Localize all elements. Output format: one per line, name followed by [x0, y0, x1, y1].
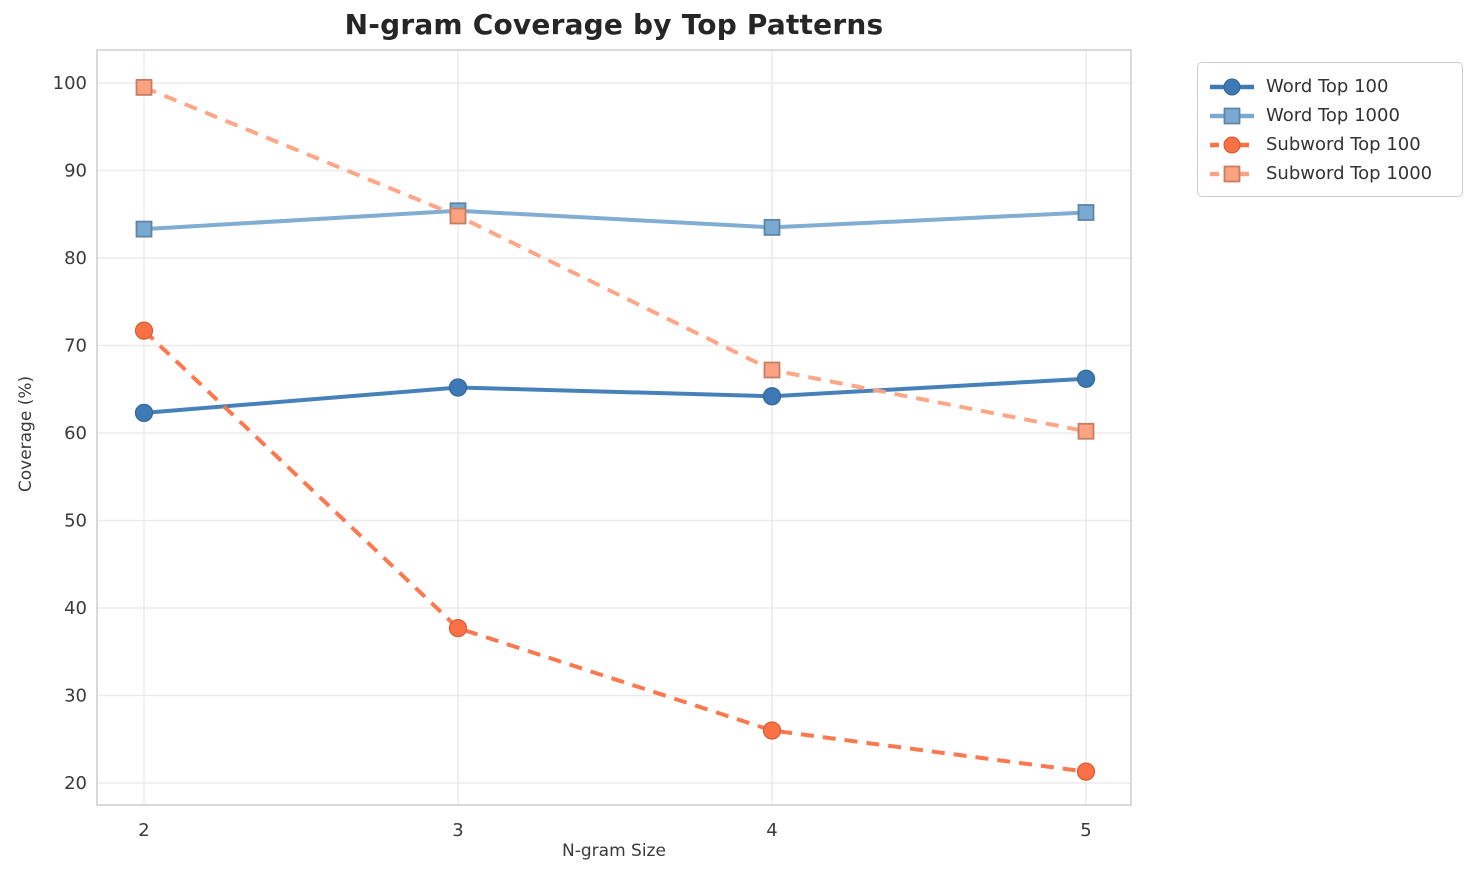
data-point: [448, 618, 468, 638]
data-point: [1077, 422, 1095, 440]
data-point: [763, 361, 781, 379]
legend-label: Subword Top 100: [1266, 134, 1421, 155]
legend-item-subword-top-1000: Subword Top 1000: [1208, 159, 1452, 188]
data-point: [449, 207, 467, 225]
x-tick-label: 4: [766, 820, 777, 841]
legend-sample-circle: [1210, 78, 1254, 95]
data-point: [134, 321, 154, 340]
y-tick-label: 100: [53, 73, 87, 94]
legend-item-word-top-1000: Word Top 1000: [1208, 101, 1452, 130]
data-point: [135, 220, 153, 238]
legend-sample-square: [1210, 107, 1254, 124]
y-tick-label: 20: [64, 773, 87, 794]
series-line-subword-top-1000: [143, 85, 1087, 434]
y-tick-label: 60: [64, 423, 87, 444]
legend-label: Word Top 100: [1266, 76, 1389, 97]
y-tick-label: 70: [64, 336, 87, 357]
data-point: [448, 378, 468, 397]
x-tick-label: 3: [452, 820, 463, 841]
series-line-word-top-100: [143, 376, 1087, 415]
legend-item-subword-top-100: Subword Top 100: [1208, 130, 1452, 159]
legend-label: Subword Top 1000: [1266, 163, 1433, 184]
x-tick-label: 5: [1080, 820, 1091, 841]
y-axis-label: Coverage (%): [16, 375, 36, 493]
x-tick-label: 2: [138, 820, 149, 841]
data-point: [762, 721, 782, 740]
legend-item-word-top-100: Word Top 100: [1208, 72, 1452, 101]
data-point: [1077, 204, 1095, 221]
series-line-subword-top-100: [142, 329, 1087, 774]
data-point: [762, 387, 782, 406]
y-tick-label: 90: [64, 161, 87, 182]
legend-label: Word Top 1000: [1266, 105, 1400, 126]
legend-sample-circle: [1210, 136, 1254, 153]
x-axis-label: N-gram Size: [562, 841, 666, 861]
data-point: [135, 78, 153, 96]
y-tick-label: 50: [64, 511, 87, 532]
data-point: [1076, 369, 1096, 388]
y-tick-label: 30: [64, 686, 87, 707]
data-point: [763, 218, 781, 236]
series-line-word-top-1000: [143, 208, 1087, 232]
plot-border: [96, 49, 1132, 806]
data-point: [1076, 762, 1096, 781]
data-point: [134, 403, 154, 423]
chart-title: N-gram Coverage by Top Patterns: [344, 8, 884, 41]
legend: Word Top 100 Word Top 1000 Subword Top 100…: [1197, 62, 1463, 197]
y-tick-label: 40: [64, 598, 87, 619]
y-tick-label: 80: [64, 248, 87, 269]
legend-sample-square: [1210, 165, 1254, 182]
